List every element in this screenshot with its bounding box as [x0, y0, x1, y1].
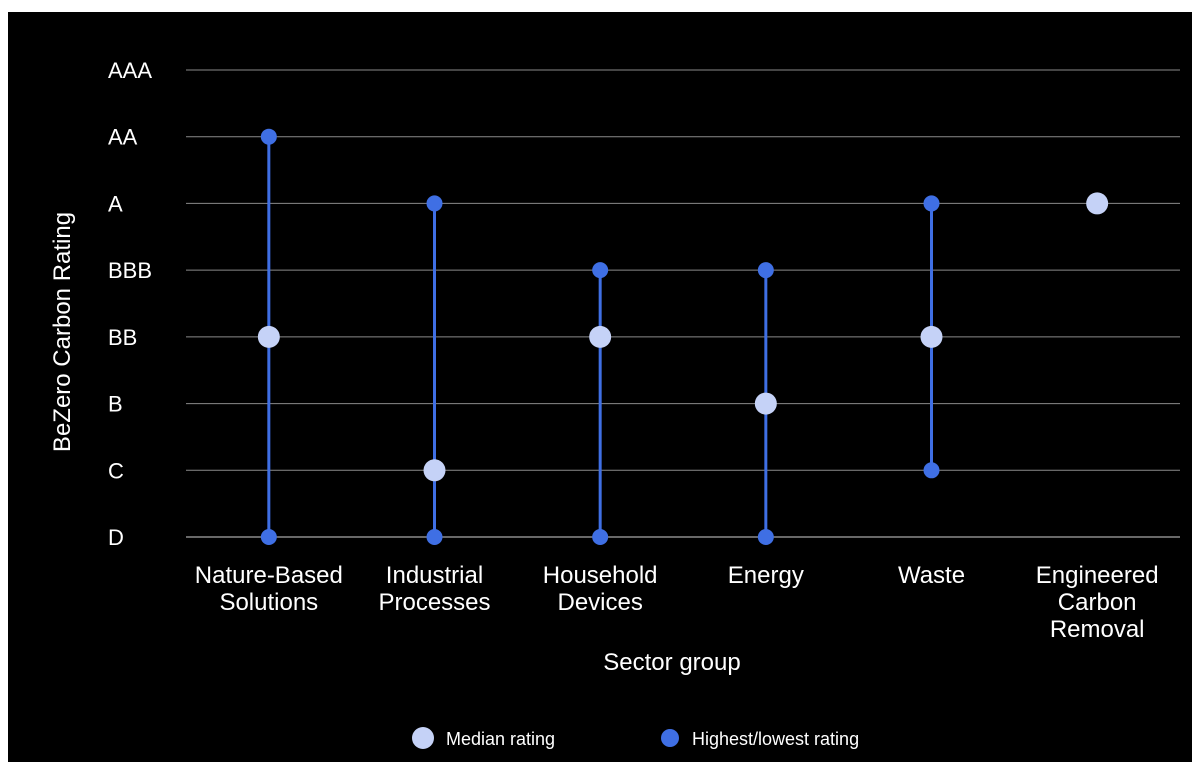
x-tick-label: Household Devices	[543, 562, 658, 616]
highest-rating-point	[923, 195, 940, 212]
y-tick-label-d: D	[108, 525, 124, 550]
median-rating-point	[1086, 192, 1109, 215]
x-tick-label: Engineered Carbon Removal	[1036, 562, 1159, 643]
legend-range-label: Highest/lowest rating	[692, 729, 859, 749]
x-tick-label-line: Engineered	[1036, 562, 1159, 589]
y-tick-label-aaa: AAA	[108, 58, 152, 83]
x-tick-label-line: Carbon	[1058, 589, 1137, 616]
median-rating-point	[589, 325, 612, 348]
y-axis-title: BeZero Carbon Rating	[49, 212, 76, 452]
x-tick-label-line: Nature-Based	[195, 562, 343, 589]
highest-rating-point	[757, 262, 774, 279]
highest-rating-point	[426, 195, 443, 212]
x-tick-label: Industrial Processes	[378, 562, 490, 616]
median-rating-point	[257, 325, 280, 348]
lowest-rating-point	[260, 529, 277, 545]
y-tick-label-bb: BB	[108, 325, 137, 350]
x-axis-title: Sector group	[603, 649, 740, 676]
median-rating-point	[423, 459, 446, 482]
median-points	[257, 192, 1109, 482]
highest-rating-point	[260, 128, 277, 145]
y-tick-label-bbb: BBB	[108, 258, 152, 283]
x-tick-label-line: Removal	[1050, 616, 1145, 643]
highest-rating-point	[592, 262, 609, 279]
chart-background: D C B BB BBB A AA AAA Nature-Based Solutions Indu…	[8, 12, 1192, 762]
lowest-rating-point	[923, 462, 940, 479]
y-tick-label-b: B	[108, 392, 123, 417]
legend-median-label: Median rating	[446, 729, 555, 749]
x-tick-label: Energy	[728, 562, 804, 589]
x-tick-label-line: Household	[543, 562, 658, 589]
highest-lowest-points	[260, 128, 940, 545]
legend: Median rating Highest/lowest rating	[412, 727, 859, 749]
x-tick-label-line: Devices	[557, 589, 642, 616]
lowest-rating-point	[592, 529, 609, 545]
legend-range-marker	[661, 729, 679, 747]
x-tick-label-line: Industrial	[386, 562, 483, 589]
lowest-rating-point	[757, 529, 774, 545]
x-tick-label-line: Solutions	[219, 589, 318, 616]
x-tick-label-line: Processes	[378, 589, 490, 616]
gridlines	[186, 69, 1180, 538]
y-tick-label-c: C	[108, 458, 124, 483]
x-tick-label: Waste	[898, 562, 965, 589]
x-tick-label-line: Energy	[728, 562, 804, 589]
x-tick-label-line: Waste	[898, 562, 965, 589]
lowest-rating-point	[426, 529, 443, 545]
y-tick-label-a: A	[108, 191, 123, 216]
x-tick-label: Nature-Based Solutions	[195, 562, 343, 616]
y-tick-label-aa: AA	[108, 125, 138, 150]
x-axis-tick-labels: Nature-Based Solutions Industrial Processes…	[195, 562, 1159, 643]
median-rating-point	[754, 392, 777, 415]
median-rating-point	[920, 325, 943, 348]
legend-median-marker	[412, 727, 434, 749]
